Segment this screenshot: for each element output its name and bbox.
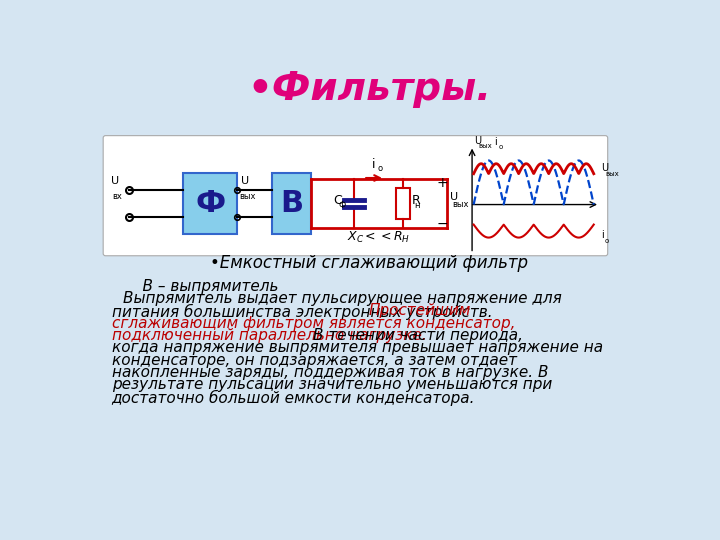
Text: o: o (605, 238, 609, 244)
Text: когда напряжение выпрямителя превышает напряжение на: когда напряжение выпрямителя превышает н… (112, 340, 603, 355)
Text: C: C (333, 194, 342, 207)
Text: Выпрямитель выдает пульсирующее напряжение для: Выпрямитель выдает пульсирующее напряжен… (122, 291, 562, 306)
Bar (272, 173, 311, 234)
Text: В – выпрямитель: В – выпрямитель (122, 279, 278, 294)
Text: результате пульсации значительно уменьшаются при: результате пульсации значительно уменьша… (112, 377, 552, 393)
Text: U: U (112, 176, 120, 186)
Bar (183, 173, 238, 234)
FancyBboxPatch shape (103, 136, 608, 256)
Text: •Фильтры.: •Фильтры. (247, 70, 491, 109)
Text: сглаживающим фильтром является конденсатор,: сглаживающим фильтром является конденсат… (112, 316, 516, 331)
Text: накопленные заряды, поддерживая ток в нагрузке. В: накопленные заряды, поддерживая ток в на… (112, 365, 548, 380)
Text: вых: вых (478, 144, 492, 150)
Text: U: U (241, 176, 249, 186)
Text: o: o (378, 164, 383, 173)
Text: U: U (449, 192, 458, 202)
Text: Простейшим: Простейшим (369, 303, 472, 319)
Text: Ф: Ф (195, 189, 225, 218)
Text: U: U (474, 137, 482, 146)
Text: i: i (372, 158, 376, 171)
Text: o: o (498, 144, 503, 150)
Text: −: − (437, 217, 449, 231)
Text: вых: вых (453, 200, 469, 208)
Text: Ф: Ф (338, 201, 346, 210)
Text: i: i (601, 230, 604, 240)
Text: R: R (412, 194, 420, 207)
Text: достаточно большой емкости конденсатора.: достаточно большой емкости конденсатора. (112, 390, 475, 406)
Text: конденсаторе, он подзаряжается, а затем отдает: конденсаторе, он подзаряжается, а затем … (112, 353, 517, 368)
Text: +: + (437, 177, 449, 191)
Text: вых: вых (606, 171, 619, 177)
Text: •Емкостный сглаживающий фильтр: •Емкостный сглаживающий фильтр (210, 254, 528, 272)
Text: питания большинства электронных устройств.: питания большинства электронных устройст… (112, 303, 492, 320)
Text: вх: вх (112, 192, 122, 201)
Text: В: В (280, 189, 303, 218)
Text: i: i (495, 137, 498, 147)
Text: $X_C << R_H$: $X_C << R_H$ (347, 230, 410, 245)
Text: н: н (415, 201, 420, 210)
Text: подключенный параллельно нагрузке.: подключенный параллельно нагрузке. (112, 328, 426, 343)
Text: U: U (601, 163, 608, 172)
Bar (396, 188, 410, 219)
Text: вых: вых (239, 192, 256, 201)
Text: В течении части периода,: В течении части периода, (313, 328, 523, 343)
